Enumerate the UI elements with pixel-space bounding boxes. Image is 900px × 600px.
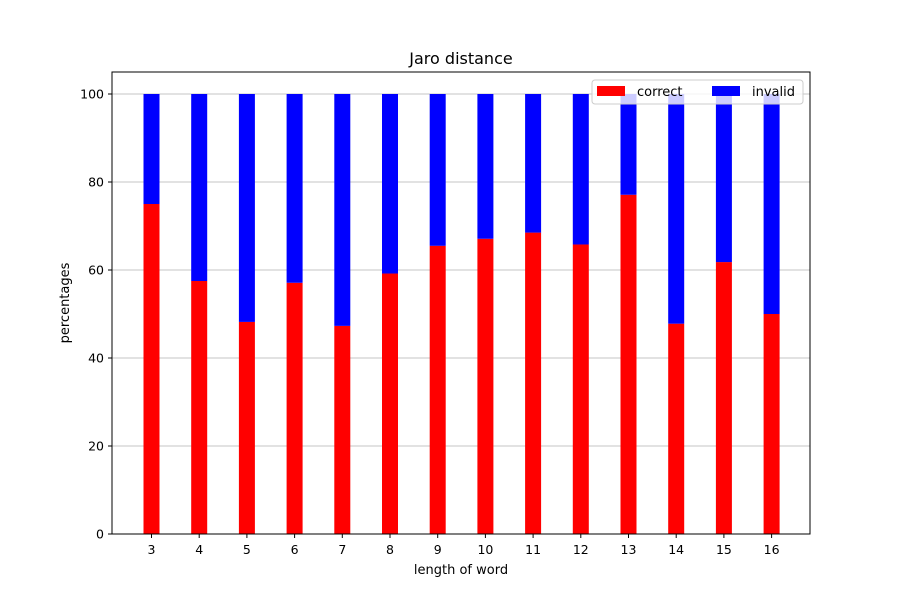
y-tick-label: 80 [88,175,104,190]
bar-correct-9 [429,245,446,535]
bar-invalid-11 [525,94,542,233]
bar-correct-10 [477,238,494,534]
bar-invalid-3 [143,94,160,204]
bar-correct-3 [143,204,160,534]
x-tick-label: 10 [477,542,493,557]
y-tick-label: 0 [96,527,104,542]
legend-label-correct: correct [637,85,683,100]
bar-invalid-8 [382,94,398,274]
x-tick-label: 14 [668,542,684,557]
x-tick-label: 7 [338,542,346,557]
y-tick-label: 100 [80,87,104,102]
x-tick-label: 8 [386,542,394,557]
bar-correct-11 [525,232,542,534]
x-tick-label: 5 [243,542,251,557]
bar-invalid-10 [477,94,494,239]
x-tick-label: 9 [434,542,442,557]
y-axis-label: percentages [58,262,73,343]
x-tick-label: 16 [764,542,780,557]
x-axis-ticks: 3 4 5 6 7 8 9 10 11 12 13 14 15 16 [148,534,780,557]
bar-invalid-7 [334,94,351,326]
x-tick-label: 3 [148,542,156,557]
bar-invalid-14 [668,94,685,324]
bar-correct-6 [286,282,303,534]
legend-swatch-invalid [712,86,740,96]
y-tick-label: 40 [88,351,104,366]
x-tick-label: 15 [716,542,732,557]
bar-invalid-12 [572,94,589,245]
bar-correct-16 [763,314,780,534]
x-tick-label: 11 [525,542,541,557]
bar-correct-15 [715,262,732,534]
x-tick-label: 13 [621,542,637,557]
bars [143,94,780,535]
plot-frame [111,71,811,535]
x-tick-label: 6 [291,542,299,557]
bar-correct-5 [238,321,255,534]
chart-title: Jaro distance [408,49,512,68]
y-tick-label: 60 [88,263,104,278]
y-tick-label: 20 [88,439,104,454]
bar-invalid-6 [286,94,303,283]
bar-invalid-9 [429,94,446,246]
bar-correct-7 [334,325,351,534]
y-axis-ticks: 0 20 40 60 80 100 [80,87,112,542]
bar-correct-14 [668,323,685,534]
bar-invalid-15 [715,94,732,263]
legend-swatch-correct [597,86,625,96]
x-axis-label: length of word [414,563,508,578]
legend-box [591,79,804,105]
bar-correct-12 [572,244,589,535]
bar-invalid-4 [191,94,208,281]
bar-correct-8 [382,273,398,534]
bar-correct-13 [620,194,637,534]
bar-correct-4 [191,281,208,534]
x-tick-label: 12 [573,542,589,557]
grid-lines [112,93,810,535]
bar-invalid-16 [763,94,780,314]
x-tick-label: 4 [195,542,203,557]
legend-label-invalid: invalid [752,85,795,100]
bar-invalid-13 [620,94,637,195]
bar-invalid-5 [238,94,255,322]
legend: correct invalid [591,79,804,105]
